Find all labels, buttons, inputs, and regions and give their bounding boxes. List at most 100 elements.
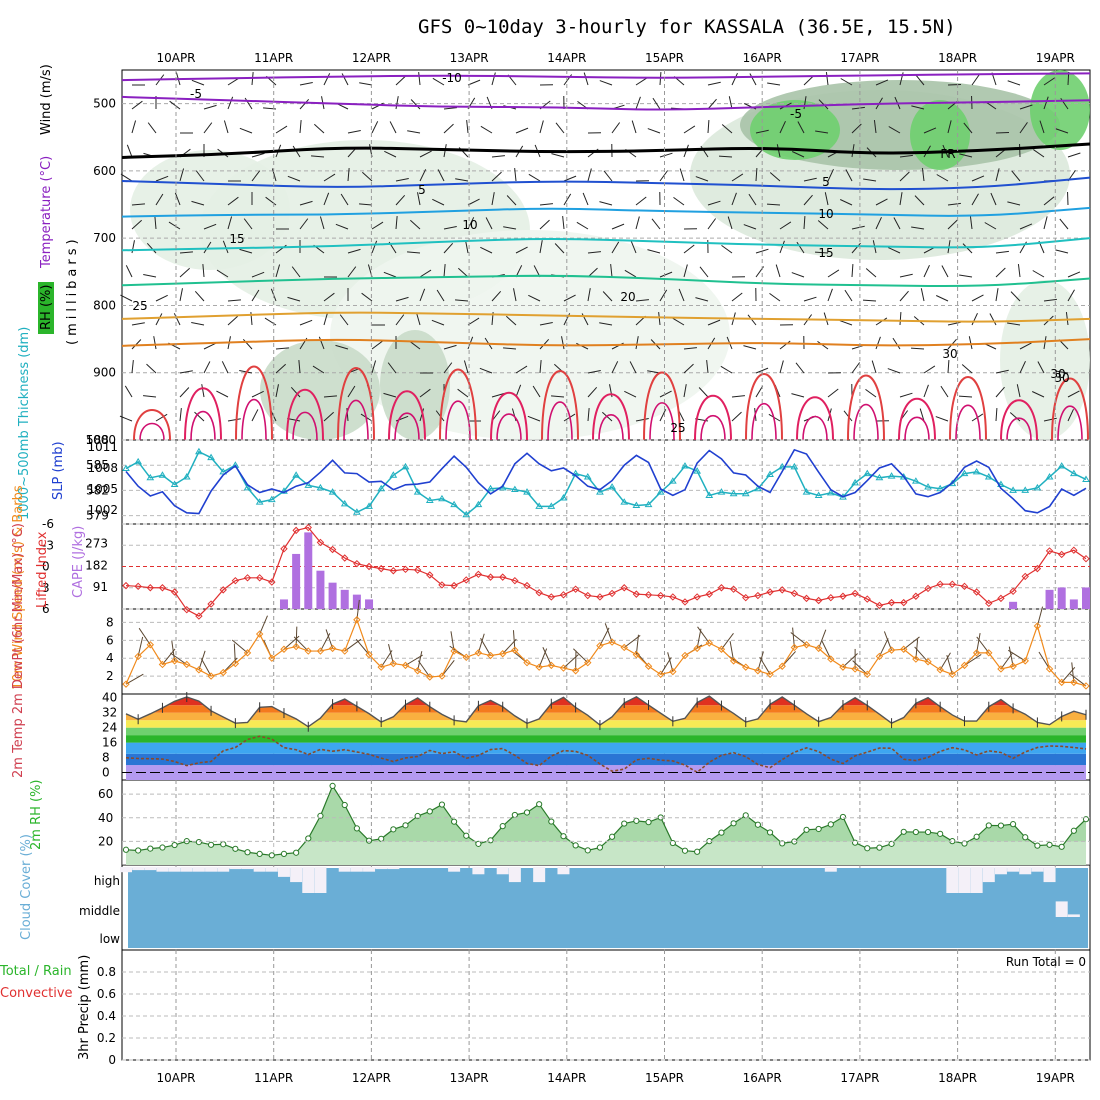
warm-lobe-12 xyxy=(745,373,783,441)
wind-barb xyxy=(299,120,302,134)
rh-point xyxy=(888,840,895,847)
rh-point xyxy=(633,817,640,824)
wind-barb xyxy=(539,203,553,206)
wind-barb xyxy=(299,319,313,326)
wind-barb xyxy=(203,241,212,254)
date-label-bottom-4: 14APR xyxy=(547,1071,586,1085)
temp-contour-3 xyxy=(121,176,1091,191)
hot-lobe-18 xyxy=(1057,405,1083,441)
cloud-high-bar xyxy=(132,867,145,871)
thickness-point xyxy=(984,472,993,480)
wind-speed-point xyxy=(1033,622,1042,630)
wind-speed-point xyxy=(742,663,750,671)
rh-point xyxy=(572,842,579,849)
cloud-high-bar xyxy=(994,867,1007,875)
date-label-top-1: 11APR xyxy=(254,51,293,65)
wind-barb xyxy=(683,363,694,374)
contour-label-7: 10 xyxy=(818,207,833,221)
wind-barb-10m xyxy=(138,627,151,646)
wind-barb xyxy=(415,312,421,326)
lifted-index-point xyxy=(1045,547,1054,555)
rh-point xyxy=(122,846,130,853)
wind-barb xyxy=(718,155,733,158)
wind-barb xyxy=(775,264,781,278)
wind-barb xyxy=(803,96,807,110)
wind-barb xyxy=(707,119,710,134)
wind-barb xyxy=(323,395,337,398)
wind-barb xyxy=(803,296,817,302)
wind-barb xyxy=(539,360,542,374)
temp-contour-2 xyxy=(121,142,1091,159)
wind-barb-10m xyxy=(1008,649,1026,662)
cloud-high-bar xyxy=(946,867,959,893)
wind-barb-10m xyxy=(405,654,423,666)
wind-barb xyxy=(695,297,709,302)
wind-barb xyxy=(203,342,216,350)
wind-barb xyxy=(153,336,157,350)
wind-barb xyxy=(125,265,133,278)
wind-barb xyxy=(1055,370,1069,374)
wind-speed-point xyxy=(620,643,628,652)
wind-barb xyxy=(419,150,432,158)
wind-barb xyxy=(120,294,133,302)
precip-legend-convective: Convective xyxy=(0,986,73,1001)
rh-point xyxy=(718,829,725,836)
wind-barb xyxy=(766,203,781,206)
cape-bar xyxy=(292,553,301,609)
rh-point xyxy=(451,818,458,825)
wind-barb xyxy=(914,195,925,206)
lifted-index-point xyxy=(766,588,774,596)
wind-barb xyxy=(683,264,688,278)
wind-barb xyxy=(513,288,517,302)
wind-barb xyxy=(747,314,757,326)
panel-frame-thk xyxy=(121,439,1091,525)
rh-point xyxy=(402,822,409,829)
wind-barb xyxy=(936,174,949,182)
rh-point xyxy=(293,849,300,856)
wind-barb xyxy=(707,98,717,110)
contour-label-15: 30 xyxy=(1054,371,1069,385)
wind-barb xyxy=(1033,149,1045,158)
thickness-point xyxy=(632,501,641,509)
rh-point xyxy=(341,801,348,809)
wind-barb xyxy=(503,347,517,350)
thickness-point xyxy=(608,483,616,490)
wind-barb xyxy=(432,77,445,86)
rh-point xyxy=(475,840,482,847)
panel-frame-wind xyxy=(121,608,1091,695)
upper-ytick-1: 600 xyxy=(93,164,116,178)
wind-speed-point xyxy=(559,664,568,672)
wind-barb xyxy=(940,385,949,398)
thickness-point xyxy=(826,488,835,496)
cloud-high-bar xyxy=(277,867,290,877)
wind-barb-10m xyxy=(137,636,144,657)
hot-lobe-4 xyxy=(343,399,369,441)
wind-barb xyxy=(844,289,853,302)
wind-barb xyxy=(1017,264,1021,278)
lifted-index-point xyxy=(523,581,531,590)
wind-barb xyxy=(779,221,792,230)
date-label-bottom-8: 18APR xyxy=(938,1071,977,1085)
wind-barb xyxy=(755,248,769,254)
wind-barb xyxy=(851,362,861,374)
wind-barb xyxy=(323,73,331,86)
temp-ylabel: 2m Temp 2m DewPt (6hr Min/Max) (°C) xyxy=(11,523,26,778)
wind-barb xyxy=(466,120,469,134)
wind-barb xyxy=(318,336,325,350)
wind-barb xyxy=(959,274,973,278)
wind-barb xyxy=(191,200,205,206)
wind-barb xyxy=(359,203,373,206)
warm-lobe-7 xyxy=(490,392,528,441)
lifted-index-point xyxy=(304,523,312,532)
wind-speed-point xyxy=(960,661,969,670)
wind-speed-point xyxy=(997,665,1005,673)
wind-barb xyxy=(290,387,301,398)
contour-label-1: -5 xyxy=(190,87,202,101)
wind-barb xyxy=(179,408,182,422)
wind-barb xyxy=(146,363,157,374)
wind-barb xyxy=(755,129,769,134)
wind-barb xyxy=(463,360,469,374)
wind-barb xyxy=(779,360,784,374)
wind-barb xyxy=(947,219,958,230)
wind-barb xyxy=(323,173,336,182)
